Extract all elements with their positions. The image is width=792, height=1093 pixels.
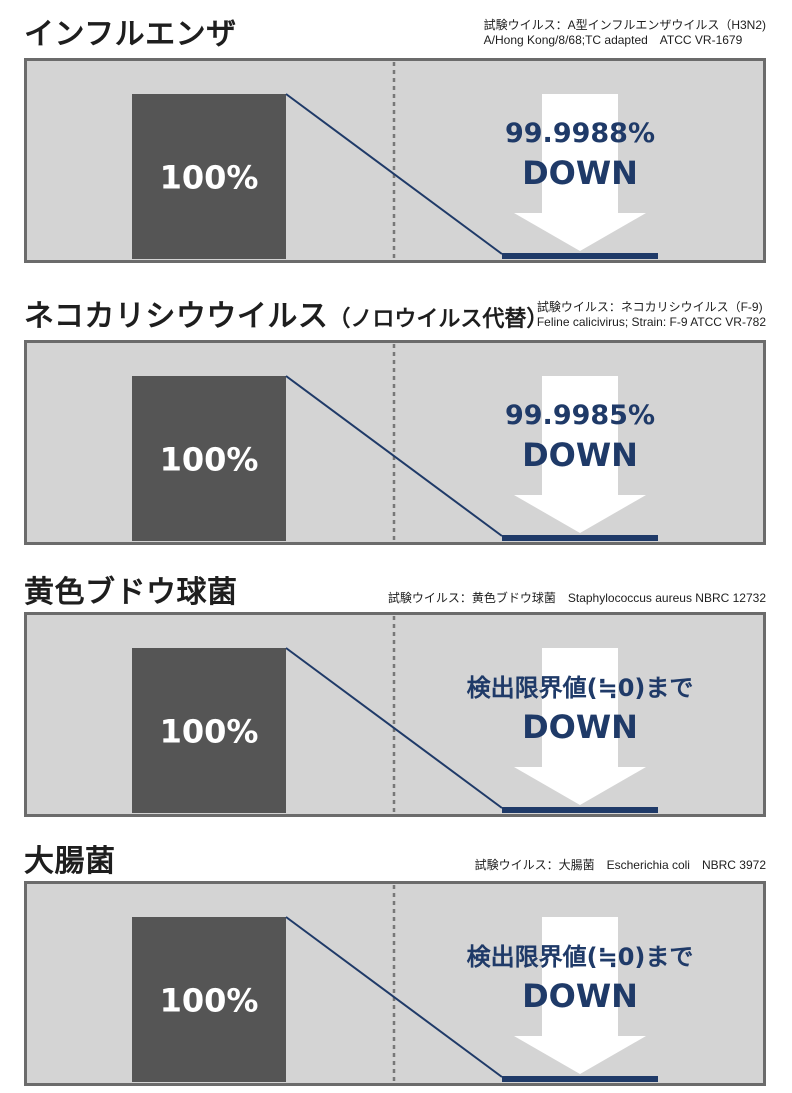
reduction-chart: 100% 検出限界値(≒0)まで DOWN [24, 881, 766, 1086]
result-percent-label: 99.9988% [505, 118, 655, 149]
decline-line [285, 916, 503, 1078]
bar-label: 100% [160, 982, 259, 1020]
bar-before [132, 917, 286, 1082]
bar-after [502, 535, 658, 541]
test-info-line: 試験ウイルス：黄色ブドウ球菌 Staphylococcus aureus NBR… [387, 591, 766, 605]
result-down-label: DOWN [522, 436, 638, 474]
result-down-label: DOWN [522, 154, 638, 192]
bar-before [132, 376, 286, 541]
bar-label: 100% [160, 441, 259, 479]
test-info-line: 試験ウイルス：ネコカリシウイルス（F-9) [536, 300, 763, 314]
test-info: 試験ウイルス：ネコカリシウイルス（F-9) Feline calicivirus… [537, 300, 766, 330]
result-percent-label: 検出限界値(≒0)まで [467, 943, 694, 971]
down-arrow-icon [514, 917, 646, 1074]
result-down-label: DOWN [522, 977, 638, 1015]
bar-after [502, 1076, 658, 1082]
result-percent-label: 検出限界値(≒0)まで [467, 674, 694, 702]
result-percent-label: 99.9985% [505, 400, 655, 431]
decline-line [285, 93, 503, 255]
decline-line [285, 375, 503, 537]
chart-svg: 100% 検出限界値(≒0)まで DOWN [24, 612, 766, 817]
bar-label: 100% [160, 713, 259, 751]
test-info: 試験ウイルス：黄色ブドウ球菌 Staphylococcus aureus NBR… [388, 591, 766, 606]
bar-before [132, 648, 286, 813]
down-arrow-icon [514, 648, 646, 805]
bar-label: 100% [160, 159, 259, 197]
section-title-paren: （ノロウイルス代替） [328, 307, 549, 332]
decline-line [285, 647, 503, 809]
chart-svg: 100% 99.9985% DOWN [24, 340, 766, 545]
down-arrow-icon [514, 376, 646, 533]
bar-after [502, 807, 658, 813]
section-title: インフルエンザ [24, 18, 237, 52]
section-title: 黄色ブドウ球菌 [24, 576, 238, 610]
section-title-text: インフルエンザ [24, 17, 237, 52]
section-title: ネコカリシウウイルス（ノロウイルス代替） [24, 300, 548, 337]
reduction-chart: 100% 99.9988% DOWN [24, 58, 766, 263]
bar-after [502, 253, 658, 259]
test-info: 試験ウイルス：A型インフルエンザウイルス（H3N2) A/Hong Kong/8… [484, 18, 766, 48]
chart-svg: 100% 99.9988% DOWN [24, 58, 766, 263]
chart-svg: 100% 検出限界値(≒0)まで DOWN [24, 881, 766, 1086]
section-title-text: 大腸菌 [24, 844, 116, 879]
test-info-line: 試験ウイルス：A型インフルエンザウイルス（H3N2) [483, 18, 766, 32]
reduction-chart: 100% 99.9985% DOWN [24, 340, 766, 545]
test-info: 試験ウイルス：大腸菌 Escherichia coli NBRC 3972 [475, 858, 766, 873]
section-title: 大腸菌 [24, 845, 116, 879]
result-down-label: DOWN [522, 708, 638, 746]
section-title-text: ネコカリシウウイルス [24, 299, 329, 334]
section-title-text: 黄色ブドウ球菌 [24, 575, 238, 610]
down-arrow-icon [514, 94, 646, 251]
bar-before [132, 94, 286, 259]
test-info-line: A/Hong Kong/8/68;TC adapted ATCC VR-1679 [483, 33, 743, 47]
test-info-line: Feline calicivirus; Strain: F-9 ATCC VR-… [536, 315, 766, 329]
reduction-chart: 100% 検出限界値(≒0)まで DOWN [24, 612, 766, 817]
test-info-line: 試験ウイルス：大腸菌 Escherichia coli NBRC 3972 [474, 858, 766, 872]
